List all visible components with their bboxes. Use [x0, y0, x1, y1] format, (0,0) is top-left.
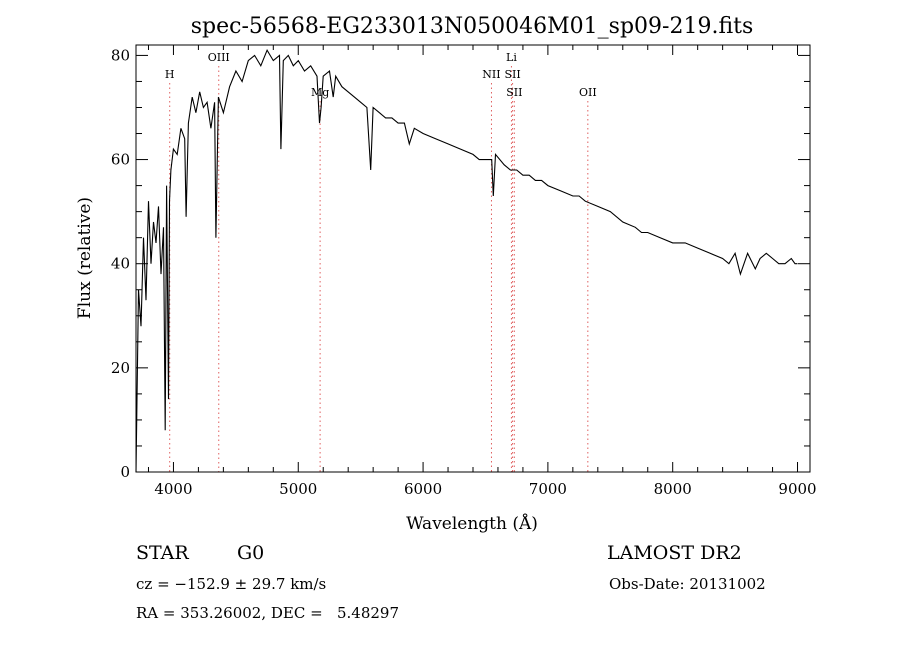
- spectral-line-label: NII: [482, 68, 500, 81]
- y-tick-label: 20: [111, 359, 130, 377]
- x-tick-label: 7000: [529, 480, 567, 498]
- spectral-line-label: Mg: [311, 86, 329, 99]
- spectral-line-label: H: [165, 68, 175, 81]
- spectral-line-label: SII: [506, 86, 522, 99]
- spectral-line-label: OIII: [208, 51, 230, 64]
- x-tick-label: 4000: [154, 480, 192, 498]
- x-tick-label: 5000: [279, 480, 317, 498]
- y-tick-label: 0: [120, 463, 130, 481]
- y-tick-label: 40: [111, 255, 130, 273]
- spectral-line-label: Li: [506, 51, 517, 64]
- spectral-line-label: SII: [504, 68, 520, 81]
- redshift-info: cz = −152.9 ± 29.7 km/s: [136, 575, 327, 593]
- x-tick-label: 6000: [404, 480, 442, 498]
- x-axis-label: Wavelength (Å): [406, 513, 538, 534]
- spectrum-line: [135, 48, 798, 473]
- object-subclass: G0: [237, 542, 265, 564]
- axis-ticks: 4000 5000 6000 7000 8000 9000 0 20 40 60 80: [111, 45, 817, 498]
- spectral-line-label: OII: [579, 86, 597, 99]
- x-tick-label: 9000: [778, 480, 816, 498]
- spectral-line-markers: H OIII Mg NII Li SII SII OII: [165, 51, 597, 472]
- observation-date: Obs-Date: 20131002: [609, 575, 766, 593]
- plot-frame: [135, 44, 811, 473]
- chart-title: spec-56568-EG233013N050046M01_sp09-219.f…: [191, 14, 754, 39]
- x-tick-label: 8000: [654, 480, 692, 498]
- y-tick-label: 60: [111, 151, 130, 169]
- survey-name: LAMOST DR2: [607, 542, 742, 564]
- object-class: STAR: [136, 542, 189, 564]
- y-axis-label: Flux (relative): [75, 197, 95, 319]
- coordinates-info: RA = 353.26002, DEC = 5.48297: [136, 604, 400, 622]
- y-tick-label: 80: [111, 46, 130, 64]
